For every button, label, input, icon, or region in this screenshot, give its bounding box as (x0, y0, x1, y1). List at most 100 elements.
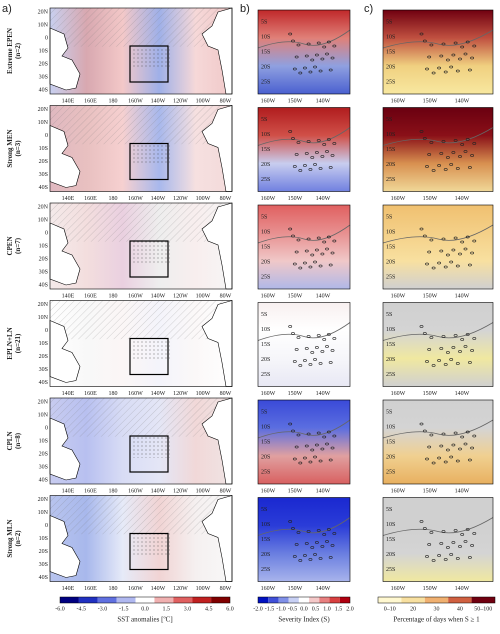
lon-label: 100W (196, 293, 211, 299)
island (425, 67, 429, 71)
island (443, 363, 448, 366)
lon-label: 150W (288, 196, 303, 202)
island (322, 143, 327, 146)
contour (257, 127, 351, 146)
island (465, 138, 470, 141)
island (470, 56, 475, 60)
island (306, 432, 311, 436)
lat-label: 10S (261, 522, 270, 528)
row-n: (n=21) (14, 333, 22, 353)
lon-label: 180 (109, 586, 118, 592)
lat-label: 0 (45, 425, 48, 431)
colorbar-tick: 4.5 (205, 606, 213, 612)
island (303, 261, 307, 265)
contour (382, 29, 494, 49)
colorbar-cell (339, 597, 350, 603)
island (463, 150, 468, 153)
severity-map-c (383, 205, 493, 289)
island (439, 444, 444, 448)
island (445, 253, 450, 257)
map-frame (257, 302, 351, 387)
colorbar-frame (257, 596, 351, 604)
island (437, 66, 442, 70)
island (288, 130, 293, 133)
lat-label: 20S (261, 64, 270, 70)
island (325, 442, 329, 446)
island (431, 461, 436, 465)
lat-label: 40S (39, 282, 48, 288)
island (451, 248, 456, 252)
colorbar-cell (211, 597, 230, 603)
lat-label: 30S (39, 562, 48, 568)
lat-label: 5S (386, 312, 392, 318)
colorbar-tick: 30 (434, 606, 440, 612)
lon-label: 160W (128, 293, 143, 299)
lat-label: 5S (386, 19, 392, 25)
island (445, 546, 450, 549)
map-frame (382, 302, 494, 387)
lat-label: 30S (39, 172, 48, 178)
island (332, 239, 337, 243)
lon-label: 140W (316, 488, 331, 494)
lat-label: 40S (39, 575, 48, 581)
island (455, 362, 460, 365)
island (425, 165, 429, 168)
island (291, 527, 295, 530)
lon-label: 160W (391, 488, 406, 494)
island (427, 543, 432, 546)
lon-label: 140E (62, 293, 75, 299)
severity-map-b (258, 400, 350, 484)
island (313, 358, 317, 361)
island (422, 39, 427, 43)
island (451, 346, 456, 349)
island (445, 58, 450, 62)
lat-label: 20N (38, 204, 49, 210)
island (451, 443, 456, 447)
island (429, 336, 434, 339)
severity-map-c (383, 107, 493, 192)
island (310, 253, 315, 257)
island (294, 445, 299, 449)
lat-label: 15S (386, 244, 395, 250)
lon-label: 100W (196, 488, 211, 494)
significance-hatch (50, 8, 232, 47)
lon-label: 150W (423, 488, 438, 494)
island (451, 151, 456, 154)
island (460, 240, 465, 244)
island (325, 247, 329, 251)
lat-label: 20S (39, 61, 48, 67)
lon-label: 140W (151, 196, 166, 202)
island (314, 248, 319, 252)
contour (382, 419, 494, 439)
island (320, 447, 325, 451)
colorbar-tick: -0.5 (288, 606, 298, 612)
island (316, 334, 321, 337)
lon-label: 180 (109, 488, 118, 494)
lat-label: 25S (261, 469, 270, 475)
severity-map-c (383, 497, 493, 582)
row-name: CPLN (6, 431, 14, 450)
colorbar-cell (268, 597, 279, 603)
island (318, 167, 323, 170)
lat-label: 25S (261, 372, 270, 378)
contour (257, 29, 351, 49)
map-frame (49, 300, 233, 387)
island (288, 422, 293, 426)
lon-label: 140W (455, 196, 470, 202)
island (320, 57, 325, 61)
row-name: Strong MLN (6, 519, 14, 557)
island (472, 44, 477, 48)
island (328, 361, 333, 364)
lon-label: 150W (423, 293, 438, 299)
lat-label: 20S (386, 259, 395, 265)
island (439, 54, 444, 58)
colorbar-tick: 0.0 (141, 606, 149, 612)
lat-label: 20N (38, 302, 49, 308)
island (296, 43, 301, 47)
lat-label: 15S (386, 147, 395, 153)
island (451, 53, 456, 57)
island (313, 163, 317, 166)
island (318, 264, 323, 268)
lon-label: 160W (128, 391, 143, 397)
lon-label: 140W (455, 586, 470, 592)
